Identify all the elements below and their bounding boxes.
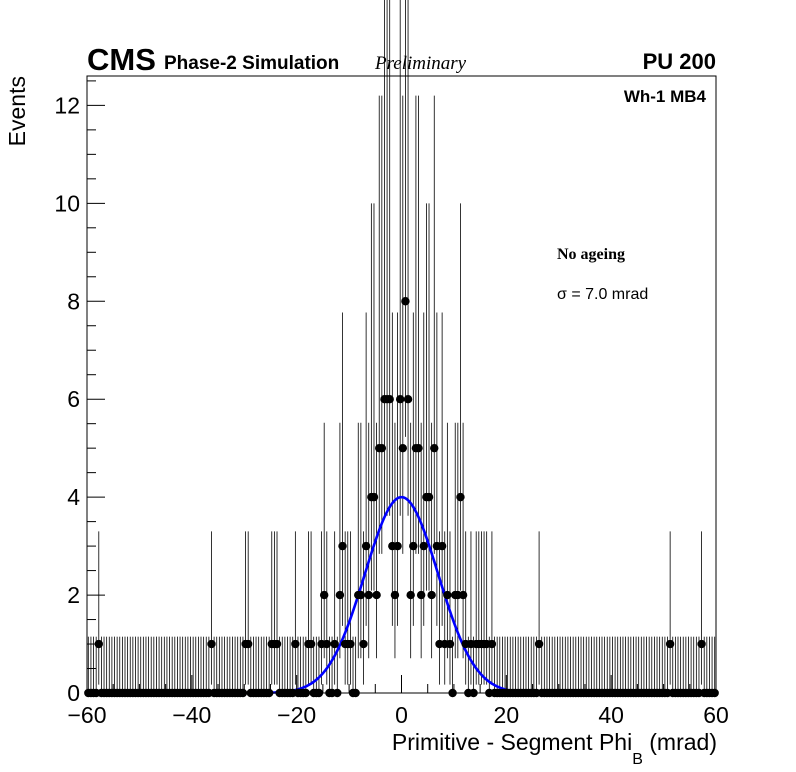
data-point [458, 590, 468, 600]
data-point [94, 639, 103, 649]
data-point [395, 394, 405, 404]
data-point [445, 639, 455, 649]
x-tick-label: −20 [277, 702, 316, 728]
simulation-label: Phase-2 Simulation [164, 53, 339, 74]
error-bars [87, 0, 716, 693]
axes [86, 75, 717, 694]
data-point [291, 639, 300, 649]
x-axis-label-subscript: B [632, 751, 643, 768]
status-label: Preliminary [374, 53, 467, 74]
data-point [665, 639, 675, 649]
data-point [243, 639, 253, 649]
data-point [207, 639, 216, 649]
data-point [372, 590, 381, 600]
data-point [364, 590, 373, 600]
y-tick-label: 12 [54, 92, 80, 118]
data-point [272, 639, 282, 649]
data-point [406, 590, 415, 600]
data-point [409, 541, 418, 551]
data-point [427, 590, 436, 600]
y-tick-label: 10 [54, 190, 80, 216]
x-axis-label: Primitive - Segment PhiB (mrad) [392, 729, 717, 768]
x-tick-label: 0 [395, 702, 408, 728]
data-point [393, 541, 402, 551]
data-point [377, 443, 387, 453]
data-point [335, 590, 345, 600]
data-markers [84, 297, 719, 698]
data-point [419, 541, 428, 551]
data-point [424, 492, 434, 502]
data-point [697, 639, 706, 649]
data-point [414, 443, 423, 453]
data-point [359, 639, 368, 649]
data-point [416, 590, 426, 600]
data-point [369, 492, 379, 502]
data-point [390, 590, 400, 600]
data-point [430, 443, 439, 453]
data-point [361, 541, 371, 551]
region-label: Wh-1 MB4 [624, 87, 707, 106]
data-point [437, 541, 447, 551]
x-axis-label-unit: (mrad) [649, 729, 717, 755]
data-point [306, 639, 316, 649]
x-tick-label: −40 [172, 702, 211, 728]
annotation-sigma: σ = 7.0 mrad [557, 286, 648, 303]
data-point [534, 639, 544, 649]
y-tick-label: 0 [67, 680, 80, 706]
y-tick-label: 8 [67, 288, 80, 314]
y-tick-label: 2 [67, 582, 80, 608]
data-point [443, 590, 452, 600]
x-axis-label-main: Primitive - Segment Phi [392, 729, 632, 755]
data-point [487, 639, 497, 649]
annotation-ageing: No ageing [557, 246, 625, 263]
data-point [385, 394, 394, 404]
data-point [346, 639, 355, 649]
data-point [322, 639, 332, 649]
data-point [319, 590, 329, 600]
data-point [338, 541, 347, 551]
y-tick-label: 6 [67, 386, 80, 412]
x-tick-label: −60 [67, 702, 106, 728]
data-point [356, 590, 366, 600]
data-point [398, 443, 408, 453]
x-tick-label: 40 [598, 702, 624, 728]
data-point [403, 394, 413, 404]
y-axis-label: Events [4, 76, 30, 146]
y-tick-label: 4 [67, 484, 80, 510]
tick-labels: −60 −40 −20 0 20 40 60 0 2 4 6 8 10 12 [54, 92, 728, 728]
experiment-label: CMS [87, 42, 156, 77]
data-point [456, 492, 465, 502]
data-point [401, 297, 410, 306]
x-tick-label: 60 [703, 702, 729, 728]
pileup-label: PU 200 [643, 49, 716, 74]
x-tick-label: 20 [494, 702, 520, 728]
data-point [330, 639, 339, 649]
